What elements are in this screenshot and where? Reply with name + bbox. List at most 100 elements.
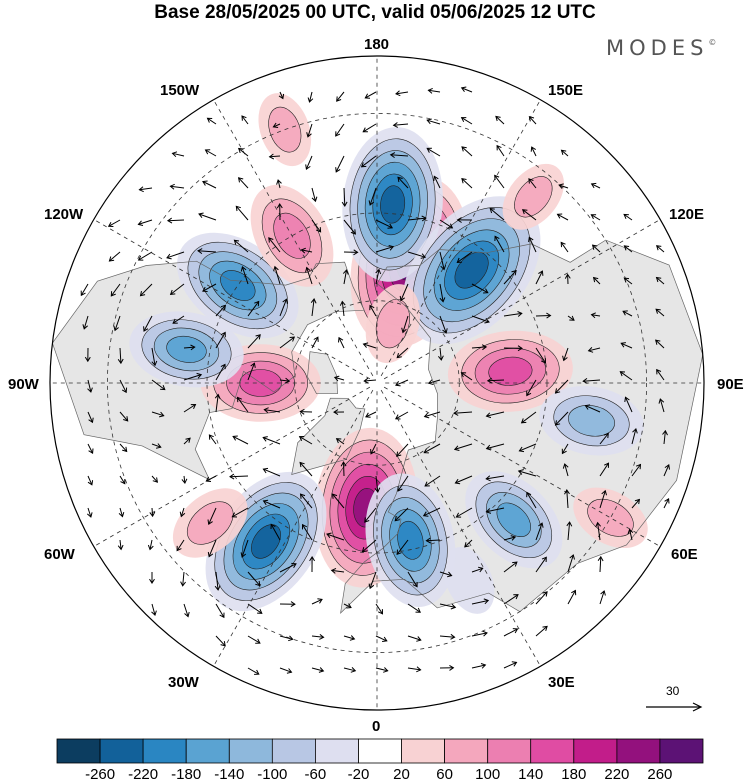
- wind-vector: [562, 463, 569, 477]
- wind-vector: [247, 603, 263, 614]
- wind-vector: [119, 411, 129, 422]
- wind-vector: [503, 269, 517, 285]
- wind-vector: [396, 539, 409, 556]
- anomaly-center: [402, 196, 541, 345]
- wind-vector: [302, 523, 313, 541]
- wind-vector: [151, 347, 158, 367]
- wind-vector: [119, 379, 128, 394]
- wind-vector: [389, 152, 409, 159]
- wind-vector: [343, 667, 357, 673]
- wind-vector: [363, 377, 377, 384]
- lon-label-150w: 150W: [160, 82, 200, 99]
- wind-vector: [658, 398, 665, 413]
- wind-vector: [149, 507, 156, 518]
- anomaly-band: [251, 524, 281, 559]
- wind-vector: [530, 146, 537, 157]
- wind-vector: [590, 182, 601, 189]
- wind-vector: [151, 379, 166, 391]
- wind-vector: [117, 347, 124, 365]
- wind-vector: [311, 634, 325, 640]
- wind-vector: [214, 393, 221, 413]
- wind-vector: [471, 630, 488, 637]
- wind-vector: [247, 667, 260, 675]
- wind-vector: [584, 404, 601, 413]
- wind-vector: [623, 277, 633, 285]
- wind-vector: [169, 183, 185, 190]
- wind-vector: [179, 507, 186, 518]
- meridian-line: [383, 219, 661, 380]
- wind-vector: [439, 283, 446, 303]
- wind-vector: [590, 312, 601, 319]
- meridian-line: [93, 386, 371, 547]
- lon-label-90e: 90E: [717, 376, 744, 393]
- wind-vector: [503, 311, 523, 317]
- wind-vector: [396, 347, 409, 359]
- anomaly-center: [365, 284, 421, 364]
- meridian-line: [93, 219, 371, 380]
- wind-vector: [494, 174, 505, 189]
- wind-vector: [528, 115, 537, 125]
- wind-vector: [587, 347, 601, 353]
- colorbar-cell: [56, 738, 101, 764]
- wind-vector: [305, 155, 313, 170]
- wind-vector: [273, 265, 281, 285]
- wind-vector: [456, 251, 473, 263]
- wind-vector: [396, 443, 409, 457]
- wind-vector: [365, 411, 377, 418]
- wind-vector: [439, 603, 457, 610]
- colorbar-cell: [142, 738, 187, 764]
- wind-vector: [422, 507, 441, 517]
- wind-vector: [247, 635, 261, 644]
- wind-vector: [236, 396, 249, 413]
- lon-label-90w: 90W: [8, 376, 39, 393]
- wind-vector: [407, 666, 422, 673]
- wind-vector: [169, 283, 185, 295]
- wind-vector: [655, 245, 665, 253]
- wind-vector: [397, 475, 409, 492]
- wind-vector: [309, 555, 316, 573]
- wind-vector: [456, 217, 473, 223]
- colorbar-cell: [444, 738, 489, 764]
- anomaly-band: [488, 356, 533, 386]
- wind-vector: [631, 463, 642, 477]
- coastline: [291, 397, 366, 475]
- wind-vector: [340, 461, 347, 477]
- anomaly-center: [573, 487, 648, 549]
- wind-vector: [237, 177, 249, 189]
- wind-vector: [439, 219, 454, 229]
- wind-vector: [561, 443, 569, 455]
- wind-vector: [171, 151, 185, 158]
- wind-vector: [137, 219, 153, 226]
- wind-vector: [272, 122, 281, 128]
- colorbar-tick-label: 220: [604, 766, 630, 783]
- wind-vector: [335, 438, 345, 445]
- wind-vector: [521, 209, 537, 221]
- anomaly-band: [587, 498, 634, 537]
- wind-vector: [582, 377, 601, 384]
- wind-vector: [392, 122, 409, 128]
- wind-vector: [424, 475, 441, 487]
- wind-vector: [624, 396, 633, 413]
- wind-vector: [202, 283, 217, 292]
- wind-vector: [279, 635, 294, 642]
- wind-vector: [655, 308, 665, 317]
- colorbar-cell: [616, 738, 661, 764]
- wind-vector: [535, 556, 547, 573]
- lon-label-180: 180: [364, 36, 390, 53]
- wind-vector: [306, 123, 313, 138]
- colorbar-cell: [358, 738, 402, 764]
- anomaly-center: [447, 330, 573, 412]
- wind-vector: [556, 213, 569, 221]
- wind-vector: [232, 435, 249, 445]
- wind-vector: [423, 411, 441, 419]
- wind-vector: [240, 539, 249, 558]
- wind-vector: [426, 147, 441, 157]
- wind-vector: [279, 298, 288, 317]
- wind-vector: [279, 601, 296, 608]
- wind-vector: [517, 469, 537, 477]
- colorbar-cell: [659, 738, 704, 764]
- reference-vector-arrow: [646, 702, 703, 712]
- colorbar-tick-label: -20: [347, 766, 370, 783]
- colorbar-cell: [487, 738, 532, 764]
- wind-vector: [394, 507, 409, 522]
